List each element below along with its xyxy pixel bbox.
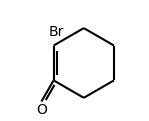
Text: O: O bbox=[36, 103, 47, 117]
Text: Br: Br bbox=[48, 25, 64, 39]
